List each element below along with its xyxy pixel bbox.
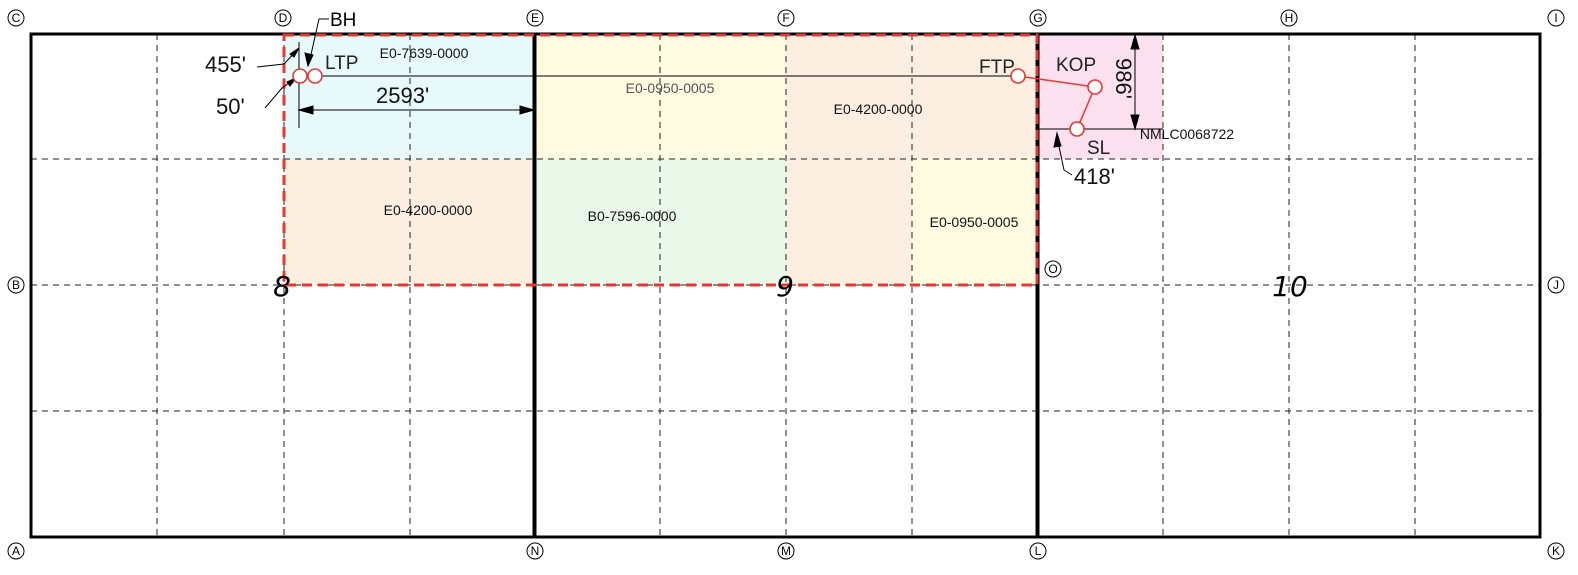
svg-text:I: I xyxy=(1554,11,1557,25)
section-numbers: 8 9 10 xyxy=(273,270,1308,303)
sl-marker[interactable] xyxy=(1069,121,1085,137)
well-labels: BH LTP FTP KOP SL xyxy=(325,10,1110,159)
corner-k: K xyxy=(1547,542,1565,560)
lease-labels: E0-7639-0000 E0-0950-0005 E0-4200-0000 E… xyxy=(380,45,1235,230)
svg-text:H: H xyxy=(1285,11,1294,25)
svg-text:B: B xyxy=(12,278,20,292)
curve-line-ftp-kop xyxy=(1017,75,1096,88)
dimension-50: 50' xyxy=(216,94,245,119)
lease-label: E0-7639-0000 xyxy=(380,45,469,61)
corner-m: M xyxy=(777,542,795,560)
corner-markers: C D E F G H I J B O A N M L K xyxy=(7,9,1565,560)
bh-label: BH xyxy=(330,10,356,31)
lease-fill-e0-7639 xyxy=(284,34,534,159)
corner-n: N xyxy=(526,542,544,560)
corner-f: F xyxy=(777,9,795,27)
dimension-labels: 455' 50' 2593' 986' 418' xyxy=(205,52,1136,189)
corner-g: G xyxy=(1029,9,1047,27)
corner-l: L xyxy=(1029,542,1047,560)
dimension-lines xyxy=(256,18,1163,176)
lease-label: E0-4200-0000 xyxy=(384,202,473,218)
lease-fill-e0-0950-north xyxy=(535,34,786,159)
svg-text:K: K xyxy=(1552,544,1560,558)
svg-text:D: D xyxy=(279,11,288,25)
dimension-418: 418' xyxy=(1074,164,1115,189)
svg-text:A: A xyxy=(12,544,20,558)
section-number-8: 8 xyxy=(273,270,291,303)
dimension-2593: 2593' xyxy=(376,83,429,108)
section-number-10: 10 xyxy=(1272,270,1308,303)
lease-fill-e0-0950-south xyxy=(912,159,1037,285)
corner-j: J xyxy=(1547,276,1565,294)
lease-label: E0-0950-0005 xyxy=(626,80,715,96)
unit-boundary xyxy=(282,33,1039,287)
lease-fill-e0-4200-north xyxy=(786,34,1037,159)
lease-fill-e0-4200-south-east xyxy=(786,159,912,285)
kop-label: KOP xyxy=(1056,55,1096,76)
ltp-label: LTP xyxy=(325,53,358,74)
dimension-455: 455' xyxy=(205,52,246,77)
corner-a: A xyxy=(7,542,25,560)
lease-fill-e0-4200-south xyxy=(284,159,534,285)
ltp-marker[interactable] xyxy=(307,68,323,84)
corner-d: D xyxy=(274,9,292,27)
corner-i: I xyxy=(1547,9,1565,27)
svg-text:N: N xyxy=(531,544,540,558)
lease-fills xyxy=(284,34,1163,285)
section-number-9: 9 xyxy=(776,270,794,303)
well-markers xyxy=(292,68,1103,137)
svg-text:M: M xyxy=(781,544,791,558)
corner-o: O xyxy=(1044,260,1062,278)
corner-b: B xyxy=(7,276,25,294)
corner-h: H xyxy=(1280,9,1298,27)
section-10-frame xyxy=(1036,32,1542,539)
svg-text:J: J xyxy=(1553,278,1559,292)
lease-label: E0-4200-0000 xyxy=(834,101,923,117)
lease-label: NMLC0068722 xyxy=(1140,126,1234,142)
lease-label: E0-0950-0005 xyxy=(930,214,1019,230)
svg-text:E: E xyxy=(531,11,539,25)
svg-text:G: G xyxy=(1033,11,1042,25)
quarter-grid xyxy=(31,34,1540,537)
ftp-label: FTP xyxy=(979,57,1015,78)
svg-text:C: C xyxy=(12,11,21,25)
ftp-marker[interactable] xyxy=(1010,68,1026,84)
corner-e: E xyxy=(526,9,544,27)
bh-marker[interactable] xyxy=(292,68,308,84)
lease-label: B0-7596-0000 xyxy=(588,208,677,224)
svg-text:L: L xyxy=(1035,544,1042,558)
sl-label: SL xyxy=(1087,138,1110,159)
dimension-986: 986' xyxy=(1111,58,1136,99)
svg-text:F: F xyxy=(782,11,789,25)
corner-c: C xyxy=(7,9,25,27)
svg-text:O: O xyxy=(1048,262,1057,276)
kop-marker[interactable] xyxy=(1087,79,1103,95)
